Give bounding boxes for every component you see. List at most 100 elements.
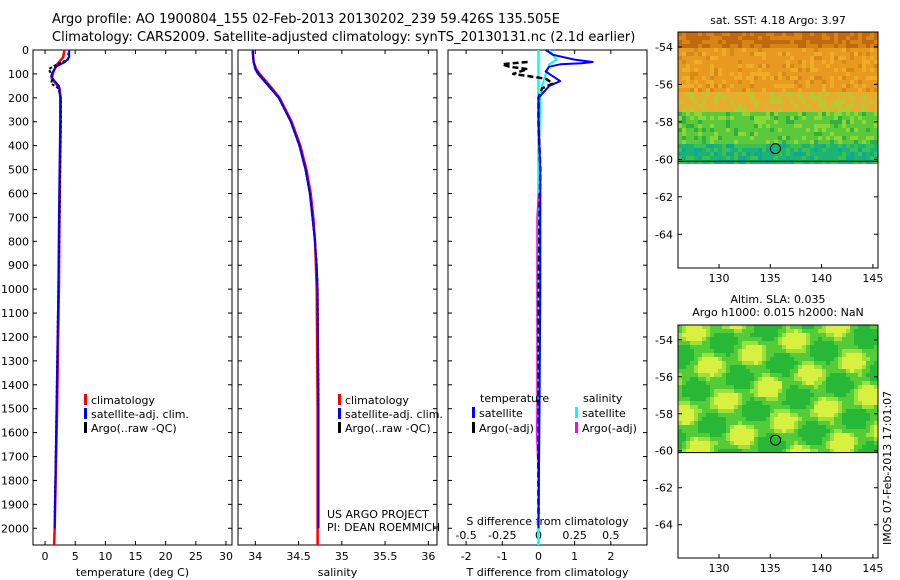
- map-cell: [790, 337, 794, 341]
- map-cell: [754, 357, 758, 361]
- map-cell: [686, 433, 690, 437]
- map-cell: [818, 156, 822, 160]
- map-cell: [810, 393, 814, 397]
- map-cell: [686, 152, 690, 156]
- map-cell: [790, 132, 794, 136]
- map-cell: [690, 385, 694, 389]
- map-cell: [822, 377, 826, 381]
- map-cell: [790, 108, 794, 112]
- map-cell: [746, 409, 750, 413]
- map-cell: [830, 120, 834, 124]
- map-cell: [742, 96, 746, 100]
- map-cell: [778, 349, 782, 353]
- map-cell: [714, 345, 718, 349]
- map-cell: [718, 136, 722, 140]
- map-cell: [774, 349, 778, 353]
- map-cell: [774, 353, 778, 357]
- map-cell: [762, 441, 766, 445]
- map-cell: [858, 417, 862, 421]
- map-cell: [866, 417, 870, 421]
- map-cell: [818, 349, 822, 353]
- map-cell: [702, 441, 706, 445]
- map-cell: [854, 56, 858, 60]
- y-tick-label: -60: [655, 153, 673, 166]
- map-cell: [838, 369, 842, 373]
- map-cell: [802, 148, 806, 152]
- map-cell: [718, 56, 722, 60]
- map-cell: [858, 72, 862, 76]
- map-cell: [770, 96, 774, 100]
- salinity-argo-line: [535, 193, 540, 481]
- map-cell: [806, 88, 810, 92]
- map-cell: [850, 60, 854, 64]
- map-cell: [686, 68, 690, 72]
- map-cell: [798, 32, 802, 36]
- map-cell: [786, 441, 790, 445]
- map-cell: [742, 405, 746, 409]
- map-cell: [806, 92, 810, 96]
- map-cell: [850, 96, 854, 100]
- map-cell: [842, 148, 846, 152]
- map-cell: [846, 120, 850, 124]
- map-cell: [750, 152, 754, 156]
- map-cell: [762, 108, 766, 112]
- map-cell: [678, 341, 682, 345]
- map-cell: [866, 345, 870, 349]
- map-cell: [794, 333, 798, 337]
- map-cell: [718, 104, 722, 108]
- map-cell: [750, 128, 754, 132]
- map-cell: [782, 361, 786, 365]
- map-cell: [738, 361, 742, 365]
- map-cell: [774, 132, 778, 136]
- map-cell: [862, 405, 866, 409]
- x-tick-label: 30: [219, 550, 233, 563]
- map-cell: [810, 369, 814, 373]
- map-cell: [698, 381, 702, 385]
- map-cell: [770, 345, 774, 349]
- map-cell: [770, 72, 774, 76]
- map-cell: [778, 417, 782, 421]
- x-tick-label: 1: [571, 550, 578, 563]
- map-cell: [746, 88, 750, 92]
- map-cell: [718, 349, 722, 353]
- map-cell: [834, 425, 838, 429]
- map-cell: [826, 32, 830, 36]
- map-cell: [806, 381, 810, 385]
- map-cell: [778, 96, 782, 100]
- map-cell: [866, 68, 870, 72]
- map-cell: [750, 421, 754, 425]
- map-cell: [734, 76, 738, 80]
- map-cell: [874, 397, 878, 401]
- map-cell: [678, 373, 682, 377]
- map-cell: [834, 413, 838, 417]
- legend-entry-label: Argo(-adj): [582, 422, 637, 435]
- x-tick-label: 15: [129, 550, 143, 563]
- map-cell: [694, 333, 698, 337]
- map-cell: [682, 353, 686, 357]
- map-cell: [702, 112, 706, 116]
- map-cell: [742, 76, 746, 80]
- map-cell: [706, 345, 710, 349]
- map-cell: [814, 401, 818, 405]
- map-cell: [802, 124, 806, 128]
- map-cell: [698, 429, 702, 433]
- map-cell: [730, 72, 734, 76]
- map-cell: [746, 40, 750, 44]
- map-cell: [786, 128, 790, 132]
- map-cell: [802, 445, 806, 449]
- map-cell: [742, 417, 746, 421]
- map-cell: [830, 116, 834, 120]
- map-cell: [686, 341, 690, 345]
- title-line-1: Argo profile: AO 1900804_155 02-Feb-2013…: [52, 12, 560, 27]
- map-cell: [818, 329, 822, 333]
- map-cell: [862, 341, 866, 345]
- map-cell: [726, 333, 730, 337]
- map-cell: [794, 325, 798, 329]
- map-cell: [858, 325, 862, 329]
- map-cell: [786, 96, 790, 100]
- map-cell: [846, 437, 850, 441]
- map-cell: [698, 437, 702, 441]
- map-cell: [690, 389, 694, 393]
- map-cell: [714, 52, 718, 56]
- map-cell: [754, 437, 758, 441]
